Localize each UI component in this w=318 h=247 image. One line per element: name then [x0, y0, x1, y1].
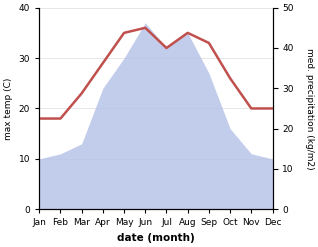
Y-axis label: max temp (C): max temp (C): [4, 77, 13, 140]
Y-axis label: med. precipitation (kg/m2): med. precipitation (kg/m2): [305, 48, 314, 169]
X-axis label: date (month): date (month): [117, 233, 195, 243]
